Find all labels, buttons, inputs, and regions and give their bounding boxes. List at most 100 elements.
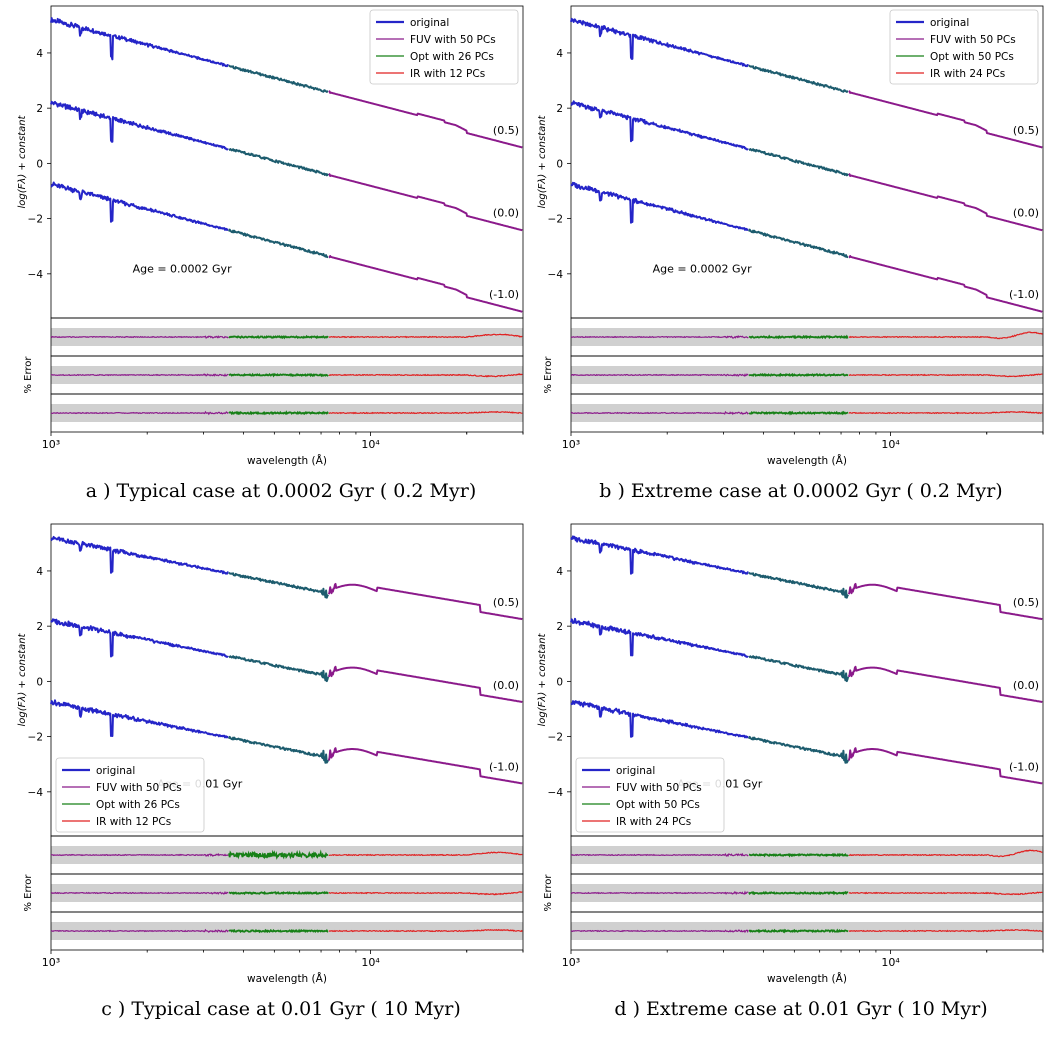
y-axis-label: log(Fλ) + constant — [17, 114, 28, 208]
y-axis-label: log(Fλ) + constant — [17, 632, 28, 726]
spectrum-line — [327, 747, 523, 785]
legend: original FUV with 50 PCs Opt with 50 PCs IR… — [889, 9, 1039, 85]
metallicity-label: (-1.0) — [1009, 760, 1039, 773]
spectrum-line — [50, 100, 229, 151]
metallicity-label: (0.5) — [493, 596, 519, 609]
spectrum-line — [328, 90, 523, 149]
y-tick-label: 2 — [556, 103, 563, 115]
legend-box — [889, 9, 1039, 85]
spectrum-line — [228, 571, 329, 599]
residual-panel — [50, 873, 524, 913]
residual-line — [848, 849, 1043, 858]
spectrum-line — [570, 535, 749, 575]
spectrum-line — [328, 173, 523, 232]
legend-box — [55, 757, 205, 833]
residual-line — [749, 928, 849, 934]
metallicity-label: (0.0) — [493, 207, 519, 220]
spectrum-line — [847, 582, 1043, 621]
residual-line — [50, 373, 229, 377]
y-tick-label: −2 — [548, 732, 563, 744]
x-axis-label: wavelength (Å) — [247, 454, 327, 467]
y-tick-label: −2 — [28, 732, 43, 744]
legend-entry: Opt with 26 PCs — [410, 51, 494, 63]
spectrum-line — [50, 699, 229, 739]
residual-panel — [570, 355, 1044, 395]
residual-panel — [50, 393, 524, 433]
residual-panel — [570, 317, 1044, 357]
age-label: Age = 0.0002 Gyr — [133, 262, 233, 275]
residual-line — [328, 851, 523, 857]
residual-line — [328, 373, 523, 378]
y-tick-label: 2 — [36, 621, 43, 633]
y-tick-label: 2 — [556, 621, 563, 633]
legend-entry: Opt with 50 PCs — [616, 799, 700, 811]
residual-line — [228, 410, 329, 416]
y-tick-label: 0 — [36, 158, 43, 170]
residual-line — [228, 372, 329, 378]
legend-entry: original — [930, 17, 969, 29]
spectrum-line — [50, 535, 229, 575]
x-tick-label: 10³ — [42, 956, 60, 969]
spectrum-line — [228, 735, 330, 764]
metallicity-label: (-1.0) — [489, 288, 519, 301]
residual-line — [848, 373, 1043, 378]
spectrum-line — [847, 665, 1043, 703]
residual-line — [748, 890, 849, 896]
residual-line — [328, 410, 523, 415]
metallicity-label: (0.0) — [1013, 207, 1039, 220]
residual-y-label: % Error — [543, 356, 554, 394]
metallicity-label: (0.5) — [1013, 124, 1039, 137]
x-tick-label: 10³ — [562, 438, 580, 451]
age-label: Age = 0.0002 Gyr — [653, 262, 753, 275]
legend-entry: FUV with 50 PCs — [96, 782, 182, 794]
y-axis-label: log(Fλ) + constant — [537, 632, 548, 726]
spectrum-line — [847, 747, 1043, 785]
legend-entry: FUV with 50 PCs — [616, 782, 702, 794]
spectrum-line — [228, 148, 330, 177]
legend: original FUV with 50 PCs Opt with 26 PCs IR… — [369, 9, 519, 85]
x-tick-label: 10³ — [42, 438, 60, 451]
residual-line — [328, 891, 523, 896]
legend-box — [575, 757, 725, 833]
x-tick-label: 10⁴ — [881, 438, 900, 451]
metallicity-label: (0.0) — [493, 679, 519, 692]
residual-line — [570, 890, 749, 895]
legend: original FUV with 50 PCs Opt with 50 PCs IR… — [575, 757, 725, 833]
panel-b: −4 −2 0 2 4 log(Fλ) + constant (0.5) (0.0) (-1.0… — [537, 5, 1044, 502]
residual-panel — [570, 835, 1044, 875]
y-tick-label: 2 — [36, 103, 43, 115]
panel-a: −4 −2 0 2 4 log(Fλ) + constant (0.5) (0.0) (-1.0… — [17, 5, 524, 502]
y-tick-label: 4 — [556, 566, 563, 578]
metallicity-label: (0.0) — [1013, 679, 1039, 692]
residual-panel — [570, 911, 1044, 951]
y-tick-label: −4 — [548, 269, 564, 281]
y-tick-label: −2 — [28, 214, 43, 226]
spectrum-line — [570, 700, 749, 739]
spectrum-line — [570, 17, 749, 68]
metallicity-label: (0.5) — [493, 124, 519, 137]
y-tick-label: 4 — [556, 48, 563, 60]
residual-y-label: % Error — [543, 874, 554, 912]
panel-caption: c ) Typical case at 0.01 Gyr ( 10 Myr) — [101, 998, 461, 1020]
spectrum-line — [848, 173, 1043, 232]
residual-line — [848, 410, 1043, 415]
residual-line — [748, 372, 849, 378]
legend-entry: FUV with 50 PCs — [410, 34, 496, 46]
y-tick-label: 4 — [36, 48, 43, 60]
residual-line — [848, 928, 1043, 933]
y-tick-label: −4 — [28, 787, 44, 799]
residual-line — [749, 852, 849, 858]
residual-line — [748, 410, 849, 416]
x-axis-label: wavelength (Å) — [247, 972, 327, 985]
spectrum-line — [848, 255, 1043, 313]
residual-panel — [570, 873, 1044, 913]
residual-line — [570, 334, 749, 339]
spectrum-line — [228, 228, 329, 259]
metallicity-label: (-1.0) — [1009, 288, 1039, 301]
residual-line — [848, 331, 1043, 340]
x-axis-label: wavelength (Å) — [767, 454, 847, 467]
residual-y-label: % Error — [23, 874, 34, 912]
residual-line — [748, 334, 849, 340]
panel-d: −4 −2 0 2 4 log(Fλ) + constant (0.5) (0.0) (-1.0… — [537, 523, 1044, 1020]
